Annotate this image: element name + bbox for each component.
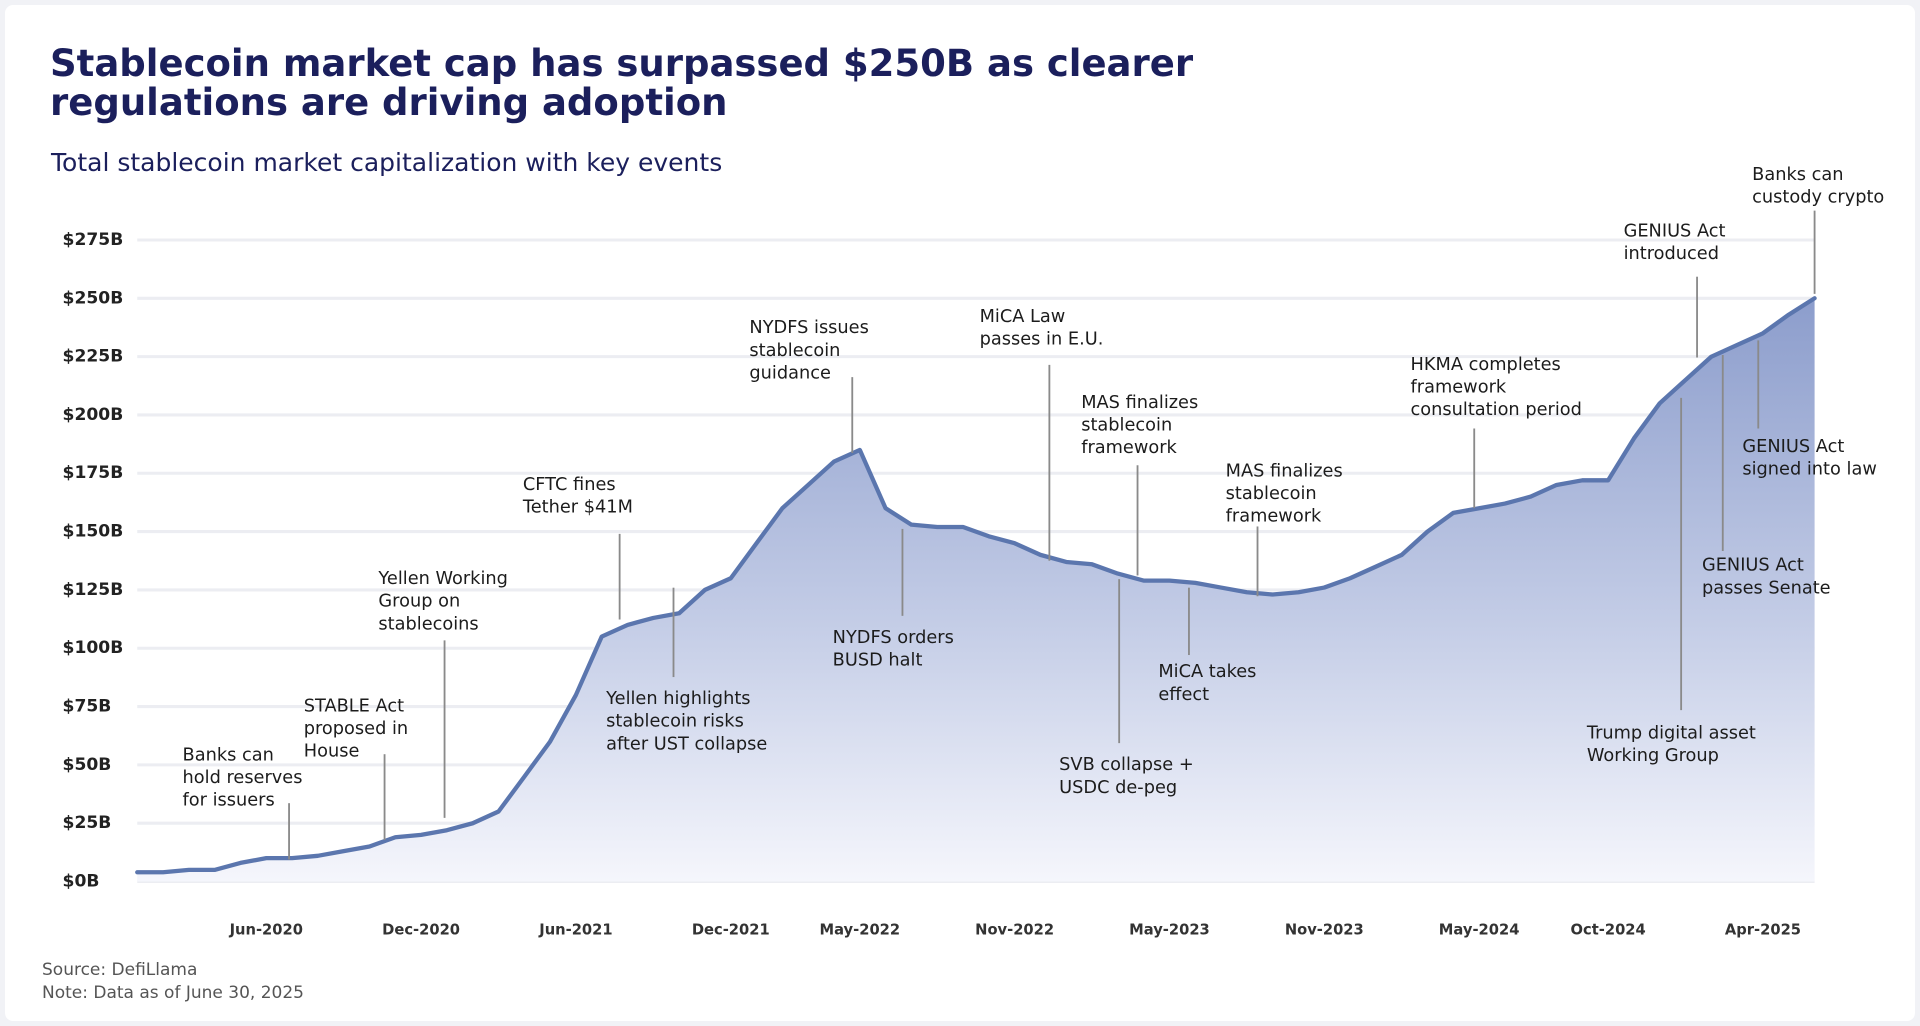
annotation-text: NYDFS orders [833,628,954,648]
annotation-text: guidance [749,363,831,383]
annotation-text: Group on [378,592,460,612]
x-tick-label: Nov-2022 [975,922,1054,939]
note: Note: Data as of June 30, 2025 [42,983,304,1003]
annotation-text: Yellen Working [377,569,507,589]
y-tick-label: $175B [63,463,124,483]
x-tick-label: Dec-2021 [692,922,770,939]
y-tick-label: $25B [63,813,112,833]
y-tick-label: $0B [63,872,100,892]
x-tick-label: May-2023 [1129,922,1210,939]
annotation-text: SVB collapse + [1059,755,1194,775]
annotation-text: GENIUS Act [1702,556,1804,576]
annotation-text: HKMA completes [1411,355,1561,375]
annotation-text: MiCA Law [980,307,1066,327]
annotation-text: stablecoin [1081,415,1172,435]
x-tick-label: May-2022 [819,922,900,939]
annotation-text: GENIUS Act [1624,221,1726,241]
x-tick-label: Oct-2024 [1571,922,1646,939]
y-tick-label: $100B [63,638,124,658]
x-tick-label: Dec-2020 [382,922,460,939]
y-tick-label: $125B [63,580,124,600]
annotation-text: framework [1081,438,1177,458]
annotation-text: MAS finalizes [1226,461,1343,481]
annotation-text: stablecoins [378,614,478,634]
annotation-text: hold reserves [183,768,303,788]
chart-subtitle: Total stablecoin market capitalization w… [51,148,723,177]
x-tick-label: Apr-2025 [1725,922,1801,939]
y-tick-label: $50B [63,755,112,775]
x-tick-label: Nov-2023 [1285,922,1364,939]
chart-title: Stablecoin market cap has surpassed $250… [50,42,1194,124]
annotation-text: stablecoin [1226,484,1317,504]
annotation-text: Yellen highlights [605,689,750,709]
annotation-text: passes Senate [1702,578,1831,598]
annotation-text: Tether $41M [522,497,633,517]
y-tick-label: $250B [63,288,124,308]
annotation-text: USDC de-peg [1059,778,1177,798]
annotation-text: BUSD halt [833,651,923,671]
annotation-text: CFTC fines [523,475,616,495]
annotation-text: STABLE Act [304,696,404,716]
annotation-text: after UST collapse [606,734,767,754]
x-tick-label: Jun-2020 [229,922,303,939]
y-tick-label: $225B [63,347,124,367]
annotation-text: Trump digital asset [1586,723,1756,743]
annotation-text: framework [1226,507,1322,527]
annotation-text: signed into law [1742,460,1877,480]
line [135,296,1817,875]
y-tick-label: $150B [63,522,124,542]
source: Source: DefiLlama [42,960,198,980]
annotation-text: introduced [1624,244,1719,264]
x-tick-label: Jun-2021 [538,922,612,939]
annotation-text: MAS finalizes [1081,393,1198,413]
annotation-text: House [304,742,360,762]
annotation-text: MiCA takes [1158,662,1256,682]
annotation-text: Banks can [183,745,274,765]
y-tick-label: $275B [63,230,124,250]
y-tick-label: $200B [63,405,124,425]
annotation-text: Banks can [1752,165,1843,185]
annotation-text: stablecoin [749,341,840,361]
annotation-text: consultation period [1411,400,1582,420]
annotation-text: Working Group [1587,746,1719,766]
annotation-text: GENIUS Act [1742,437,1844,457]
area [137,298,1815,882]
annotation-text: passes in E.U. [980,330,1104,350]
annotation-text: for issuers [183,791,275,811]
annotation-text: NYDFS issues [749,318,868,338]
annotation-text: framework [1411,378,1507,398]
annotation-text: stablecoin risks [606,712,744,732]
annotation-text: proposed in [304,719,408,739]
annotation-text: custody crypto [1752,188,1884,208]
annotation-text: effect [1158,685,1209,705]
y-tick-label: $75B [63,697,112,717]
x-tick-label: May-2024 [1439,922,1520,939]
